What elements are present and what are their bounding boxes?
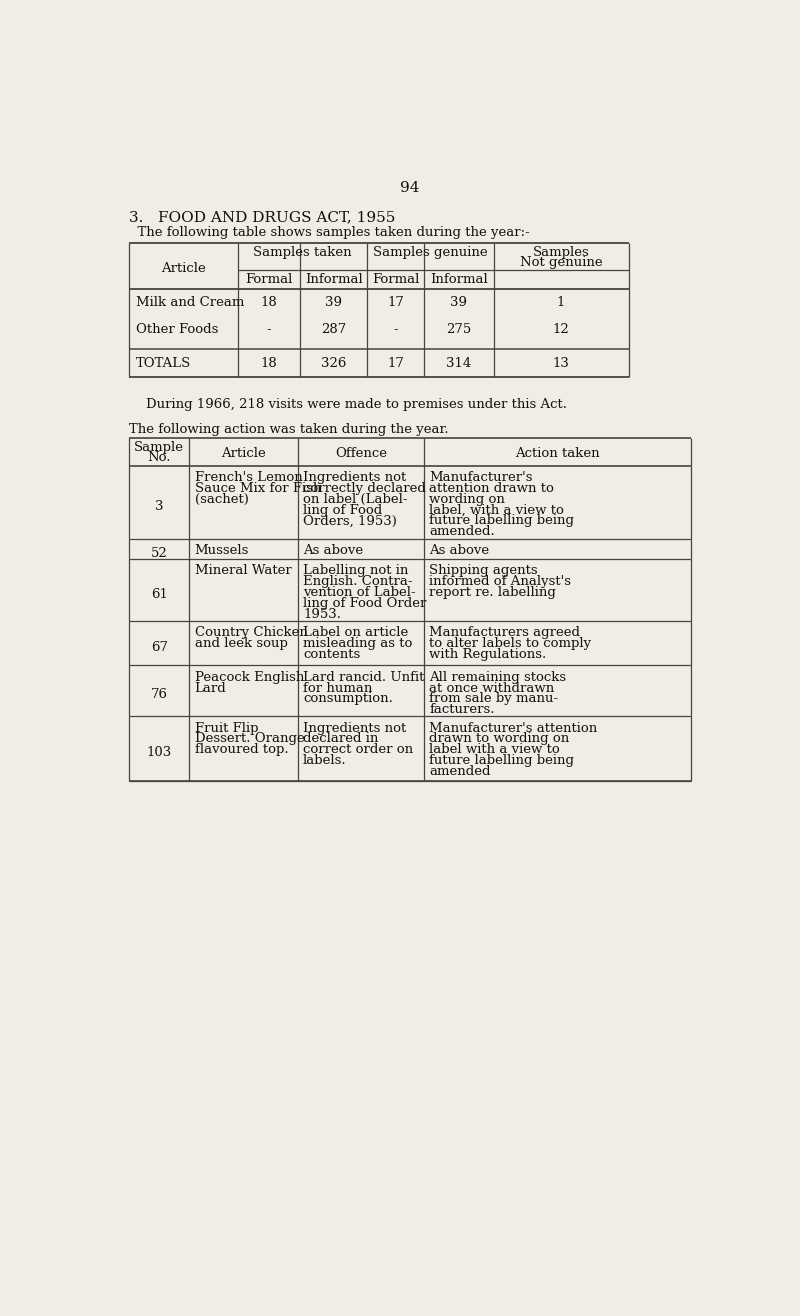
- Text: 52: 52: [151, 546, 168, 559]
- Text: Formal: Formal: [246, 272, 293, 286]
- Text: 39: 39: [450, 296, 467, 309]
- Text: facturers.: facturers.: [430, 703, 495, 716]
- Text: Samples genuine: Samples genuine: [374, 246, 488, 259]
- Text: label, with a view to: label, with a view to: [430, 504, 564, 517]
- Text: Label on article: Label on article: [303, 626, 408, 640]
- Text: on label (Label-: on label (Label-: [303, 494, 407, 505]
- Text: 94: 94: [400, 182, 420, 195]
- Text: Offence: Offence: [334, 447, 386, 461]
- Text: As above: As above: [430, 545, 490, 558]
- Text: As above: As above: [303, 545, 363, 558]
- Text: 18: 18: [261, 357, 278, 370]
- Text: Dessert. Orange: Dessert. Orange: [194, 732, 304, 745]
- Text: Milk and Cream: Milk and Cream: [136, 296, 244, 309]
- Text: Peacock English: Peacock English: [194, 671, 304, 684]
- Text: 39: 39: [325, 296, 342, 309]
- Text: correctly declared: correctly declared: [303, 482, 426, 495]
- Text: Manufacturer's: Manufacturer's: [430, 471, 533, 484]
- Text: 3.   FOOD AND DRUGS ACT, 1955: 3. FOOD AND DRUGS ACT, 1955: [130, 211, 396, 224]
- Text: Informal: Informal: [430, 272, 488, 286]
- Text: 3: 3: [155, 500, 163, 513]
- Text: Fruit Flip: Fruit Flip: [194, 721, 258, 734]
- Text: 18: 18: [261, 296, 278, 309]
- Text: from sale by manu-: from sale by manu-: [430, 692, 558, 705]
- Text: The following action was taken during the year.: The following action was taken during th…: [130, 422, 449, 436]
- Text: Article: Article: [162, 262, 206, 275]
- Text: Manufacturers agreed: Manufacturers agreed: [430, 626, 580, 640]
- Text: 103: 103: [146, 746, 172, 759]
- Text: ling of Food Order: ling of Food Order: [303, 597, 426, 609]
- Text: Samples taken: Samples taken: [254, 246, 352, 259]
- Text: The following table shows samples taken during the year:-: The following table shows samples taken …: [130, 225, 530, 238]
- Text: contents: contents: [303, 647, 360, 661]
- Text: Article: Article: [221, 447, 266, 461]
- Text: 17: 17: [387, 357, 404, 370]
- Text: vention of Label-: vention of Label-: [303, 586, 416, 599]
- Text: attention drawn to: attention drawn to: [430, 482, 554, 495]
- Text: at once withdrawn: at once withdrawn: [430, 682, 554, 695]
- Text: 13: 13: [553, 357, 570, 370]
- Text: Action taken: Action taken: [515, 447, 599, 461]
- Text: amended: amended: [430, 765, 491, 778]
- Text: informed of Analyst's: informed of Analyst's: [430, 575, 571, 588]
- Text: Ingredients not: Ingredients not: [303, 471, 406, 484]
- Text: drawn to wording on: drawn to wording on: [430, 732, 570, 745]
- Text: ling of Food: ling of Food: [303, 504, 382, 517]
- Text: Lard rancid. Unfit: Lard rancid. Unfit: [303, 671, 425, 684]
- Text: Not genuine: Not genuine: [520, 257, 602, 270]
- Text: with Regulations.: with Regulations.: [430, 647, 546, 661]
- Text: -: -: [266, 322, 271, 336]
- Text: Labelling not in: Labelling not in: [303, 565, 409, 578]
- Text: 61: 61: [151, 587, 168, 600]
- Text: for human: for human: [303, 682, 373, 695]
- Text: label with a view to: label with a view to: [430, 744, 560, 757]
- Text: All remaining stocks: All remaining stocks: [430, 671, 566, 684]
- Text: misleading as to: misleading as to: [303, 637, 413, 650]
- Text: Country Chicken: Country Chicken: [194, 626, 307, 640]
- Text: 275: 275: [446, 322, 471, 336]
- Text: Informal: Informal: [305, 272, 362, 286]
- Text: wording on: wording on: [430, 494, 506, 505]
- Text: Other Foods: Other Foods: [136, 322, 218, 336]
- Text: Lard: Lard: [194, 682, 226, 695]
- Text: Manufacturer's attention: Manufacturer's attention: [430, 721, 598, 734]
- Text: 12: 12: [553, 322, 570, 336]
- Text: declared in: declared in: [303, 732, 378, 745]
- Text: amended.: amended.: [430, 525, 495, 538]
- Text: Shipping agents: Shipping agents: [430, 565, 538, 578]
- Text: Formal: Formal: [372, 272, 419, 286]
- Text: TOTALS: TOTALS: [136, 357, 191, 370]
- Text: Mussels: Mussels: [194, 545, 249, 558]
- Text: No.: No.: [147, 450, 171, 463]
- Text: Orders, 1953): Orders, 1953): [303, 515, 397, 528]
- Text: report re. labelling: report re. labelling: [430, 586, 556, 599]
- Text: 1: 1: [557, 296, 566, 309]
- Text: French's Lemon: French's Lemon: [194, 471, 302, 484]
- Text: During 1966, 218 visits were made to premises under this Act.: During 1966, 218 visits were made to pre…: [146, 399, 567, 411]
- Text: 17: 17: [387, 296, 404, 309]
- Text: Sample: Sample: [134, 441, 184, 454]
- Text: (sachet): (sachet): [194, 494, 249, 505]
- Text: future labelling being: future labelling being: [430, 515, 574, 528]
- Text: 76: 76: [150, 688, 168, 701]
- Text: 287: 287: [321, 322, 346, 336]
- Text: to alter labels to comply: to alter labels to comply: [430, 637, 591, 650]
- Text: -: -: [394, 322, 398, 336]
- Text: English. Contra-: English. Contra-: [303, 575, 413, 588]
- Text: 1953.: 1953.: [303, 608, 341, 621]
- Text: consumption.: consumption.: [303, 692, 393, 705]
- Text: Sauce Mix for Fish: Sauce Mix for Fish: [194, 482, 321, 495]
- Text: future labelling being: future labelling being: [430, 754, 574, 767]
- Text: Samples: Samples: [533, 246, 590, 259]
- Text: labels.: labels.: [303, 754, 346, 767]
- Text: Ingredients not: Ingredients not: [303, 721, 406, 734]
- Text: flavoured top.: flavoured top.: [194, 744, 288, 757]
- Text: Mineral Water: Mineral Water: [194, 565, 291, 578]
- Text: 314: 314: [446, 357, 471, 370]
- Text: 67: 67: [150, 641, 168, 654]
- Text: correct order on: correct order on: [303, 744, 413, 757]
- Text: and leek soup: and leek soup: [194, 637, 287, 650]
- Text: 326: 326: [321, 357, 346, 370]
